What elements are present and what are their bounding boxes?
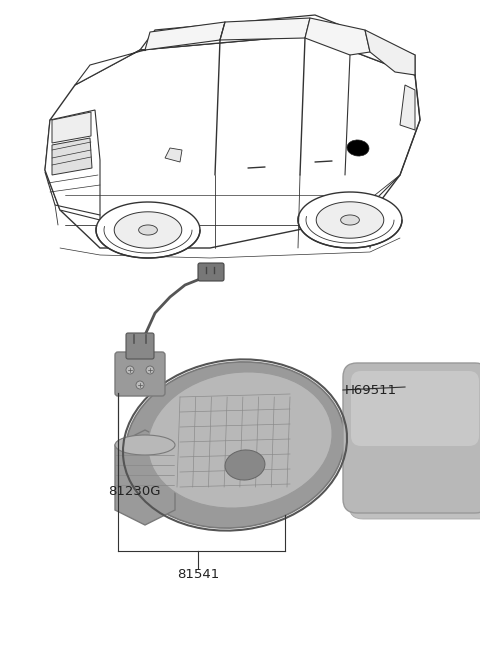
FancyBboxPatch shape (115, 352, 165, 396)
Polygon shape (341, 215, 360, 225)
FancyBboxPatch shape (126, 333, 154, 359)
Ellipse shape (125, 362, 345, 528)
Text: 81541: 81541 (177, 568, 219, 581)
Text: H69511: H69511 (345, 384, 397, 397)
Ellipse shape (148, 372, 332, 508)
Polygon shape (45, 35, 420, 248)
Polygon shape (114, 212, 182, 248)
Polygon shape (96, 202, 200, 258)
Polygon shape (145, 22, 225, 50)
Polygon shape (52, 112, 91, 143)
Polygon shape (316, 202, 384, 238)
Polygon shape (139, 225, 157, 235)
FancyBboxPatch shape (198, 263, 224, 281)
Ellipse shape (225, 450, 265, 480)
Polygon shape (400, 85, 415, 130)
Polygon shape (140, 15, 415, 75)
Circle shape (136, 381, 144, 389)
Polygon shape (75, 50, 145, 85)
Polygon shape (52, 138, 92, 175)
Polygon shape (115, 430, 175, 525)
FancyBboxPatch shape (351, 371, 479, 446)
Polygon shape (298, 192, 402, 248)
FancyBboxPatch shape (349, 369, 480, 519)
Text: 81230G: 81230G (108, 485, 160, 498)
Circle shape (146, 366, 154, 374)
Circle shape (126, 366, 134, 374)
FancyBboxPatch shape (343, 363, 480, 513)
Polygon shape (220, 18, 310, 40)
Ellipse shape (347, 140, 369, 156)
Polygon shape (365, 30, 415, 75)
Polygon shape (45, 110, 100, 220)
Polygon shape (305, 18, 370, 55)
Ellipse shape (115, 435, 175, 455)
Polygon shape (165, 148, 182, 162)
